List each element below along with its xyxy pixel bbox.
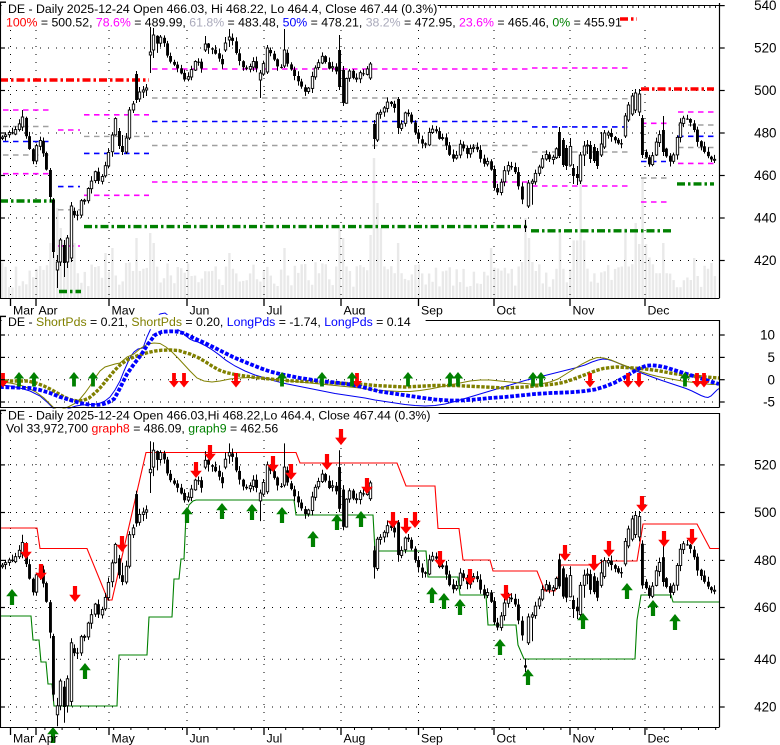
svg-text:Nov: Nov — [573, 304, 596, 318]
svg-text:Jul: Jul — [267, 732, 283, 745]
svg-text:440: 440 — [754, 211, 776, 226]
svg-text:Dec: Dec — [648, 304, 670, 318]
svg-text:Sep: Sep — [421, 732, 443, 745]
svg-text:Vol 33,972,700 graph8 = 486.09: Vol 33,972,700 graph8 = 486.09, graph9 =… — [6, 422, 278, 436]
svg-text:Aug: Aug — [344, 732, 366, 745]
svg-text:440: 440 — [754, 652, 776, 667]
svg-text:Aug: Aug — [344, 304, 366, 318]
svg-text:5: 5 — [768, 350, 775, 365]
svg-text:-5: -5 — [763, 395, 775, 410]
svg-text:Sep: Sep — [421, 304, 443, 318]
svg-text:DE - Daily 2025-12-24 Open 466: DE - Daily 2025-12-24 Open 466.03,Hi 468… — [8, 409, 430, 423]
svg-text:Mar: Mar — [13, 732, 34, 745]
svg-text:Dec: Dec — [648, 732, 670, 745]
svg-text:Jun: Jun — [190, 732, 210, 745]
svg-text:420: 420 — [754, 253, 776, 268]
svg-text:Jul: Jul — [267, 304, 283, 318]
svg-text:520: 520 — [754, 458, 776, 473]
svg-text:0: 0 — [768, 372, 775, 387]
svg-text:Oct: Oct — [497, 732, 517, 745]
svg-text:10: 10 — [760, 328, 775, 343]
svg-text:480: 480 — [754, 553, 776, 568]
svg-text:Apr: Apr — [39, 304, 58, 318]
svg-text:Apr: Apr — [39, 732, 58, 745]
svg-text:520: 520 — [754, 41, 776, 56]
svg-text:DE - ShortPds = 0.21, ShortPds: DE - ShortPds = 0.21, ShortPds = 0.20, L… — [8, 315, 411, 329]
svg-text:540: 540 — [754, 0, 776, 13]
svg-text:420: 420 — [754, 700, 776, 715]
svg-text:Mar: Mar — [13, 304, 34, 318]
svg-text:480: 480 — [754, 126, 776, 141]
svg-text:May: May — [112, 304, 136, 318]
svg-text:Jun: Jun — [190, 304, 210, 318]
svg-text:May: May — [112, 732, 136, 745]
svg-text:460: 460 — [754, 600, 776, 615]
svg-text:500: 500 — [754, 83, 776, 98]
svg-text:500: 500 — [754, 505, 776, 520]
svg-text:460: 460 — [754, 168, 776, 183]
svg-text:Oct: Oct — [497, 304, 517, 318]
svg-text:100% = 500.52, 78.6% = 489.99,: 100% = 500.52, 78.6% = 489.99, 61.8% = 4… — [6, 15, 622, 29]
svg-text:Nov: Nov — [573, 732, 596, 745]
svg-text:DE - Daily 2025-12-24 Open 466: DE - Daily 2025-12-24 Open 466.03, Hi 46… — [8, 2, 437, 16]
